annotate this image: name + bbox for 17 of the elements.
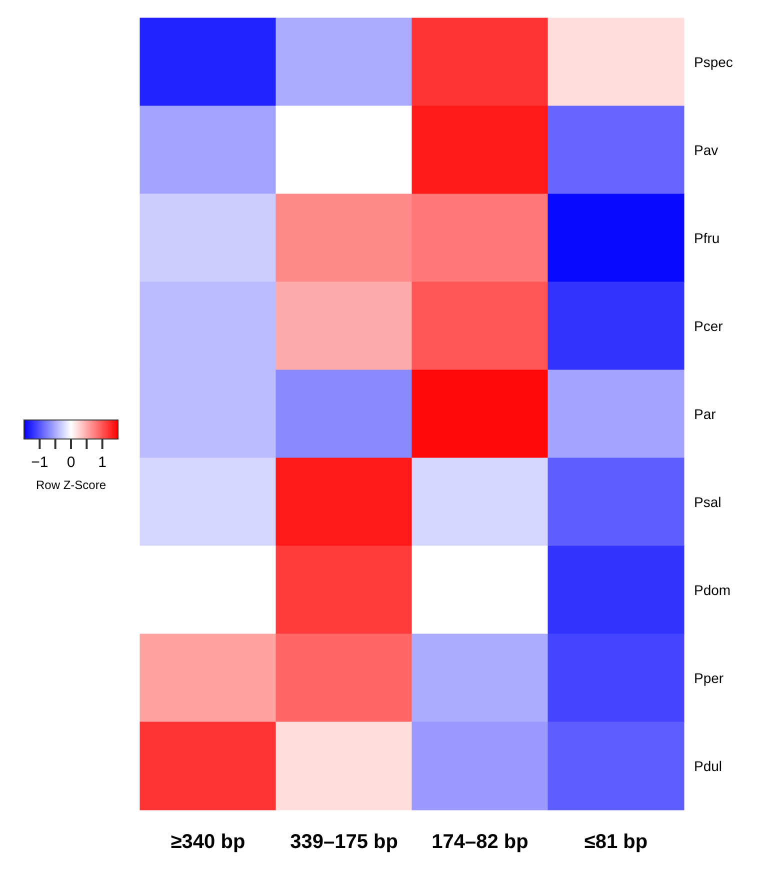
color-bar-label: −1 bbox=[31, 454, 48, 471]
color-bar-title: Row Z-Score bbox=[36, 478, 106, 492]
x-tick-label: ≤81 bp bbox=[584, 831, 648, 853]
y-tick-label: Pdom bbox=[694, 582, 731, 598]
x-tick-label: ≥340 bp bbox=[170, 831, 246, 853]
y-tick-label: Pfru bbox=[694, 230, 720, 246]
y-tick-label: Pspec bbox=[694, 54, 733, 70]
y-tick-label: Pcer bbox=[694, 318, 724, 334]
y-tick-label: Pav bbox=[694, 142, 718, 158]
color-bar-label: 1 bbox=[98, 454, 107, 471]
y-tick-label: Pper bbox=[694, 670, 724, 686]
y-tick-label: Pdul bbox=[694, 758, 722, 774]
y-tick-label: Psal bbox=[694, 494, 722, 510]
color-bar-label: 0 bbox=[66, 454, 76, 471]
x-tick-label: 174–82 bp bbox=[432, 831, 528, 853]
x-tick-label: 339–175 bp bbox=[290, 831, 398, 853]
y-tick-label: Par bbox=[694, 406, 716, 422]
